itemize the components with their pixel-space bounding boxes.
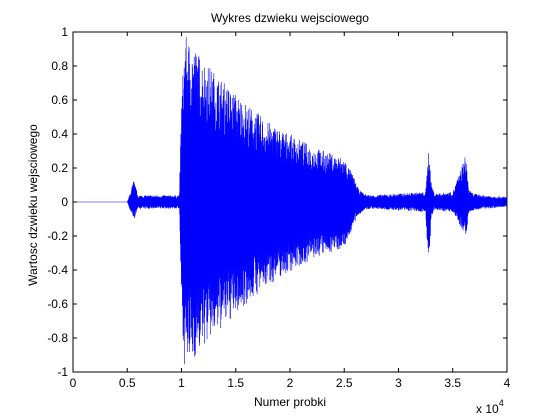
chart-title: Wykres dzwieku wejsciowego: [211, 11, 369, 25]
plot-area: 0 0.5 1 1.5 2 2.5 3 3.5 4 1 0.8 0.6 0.4 0.2 0 -0.2 -0.4 -…: [47, 25, 510, 390]
x-tick-label: 3.5: [444, 376, 461, 390]
y-axis-title: Wartosc dzwieku wejsciowego: [26, 124, 40, 286]
x-axis-exponent-power: 4: [499, 398, 504, 408]
y-tick-label: -1: [57, 365, 68, 379]
x-tick-label: 1: [178, 376, 185, 390]
y-tick-label: 0.4: [51, 127, 68, 141]
x-tick-label: 4: [504, 376, 511, 390]
axis-ticks: 0 0.5 1 1.5 2 2.5 3 3.5 4 1 0.8 0.6 0.4 0.2 0 -0.2 -0.4 -…: [47, 25, 510, 390]
y-tick-label: -0.6: [47, 297, 68, 311]
x-axis-exponent-base: x 10: [476, 402, 499, 416]
x-tick-label: 2.5: [336, 376, 353, 390]
y-tick-label: -0.8: [47, 331, 68, 345]
x-axis-exponent: x 104: [476, 398, 504, 416]
x-tick-label: 2: [287, 376, 294, 390]
y-tick-label: 0.2: [51, 161, 68, 175]
x-axis-title: Numer probki: [254, 395, 326, 409]
y-tick-label: 1: [61, 25, 68, 39]
y-tick-label: -0.4: [47, 263, 68, 277]
x-tick-label: 0.5: [119, 376, 136, 390]
y-tick-label: -0.2: [47, 229, 68, 243]
waveform-series: [73, 37, 508, 365]
x-tick-label: 1.5: [227, 376, 244, 390]
y-tick-label: 0: [61, 195, 68, 209]
waveform-line: [73, 37, 508, 365]
y-tick-label: 0.6: [51, 93, 68, 107]
x-tick-label: 3: [395, 376, 402, 390]
x-tick-label: 0: [70, 376, 77, 390]
y-tick-label: 0.8: [51, 59, 68, 73]
